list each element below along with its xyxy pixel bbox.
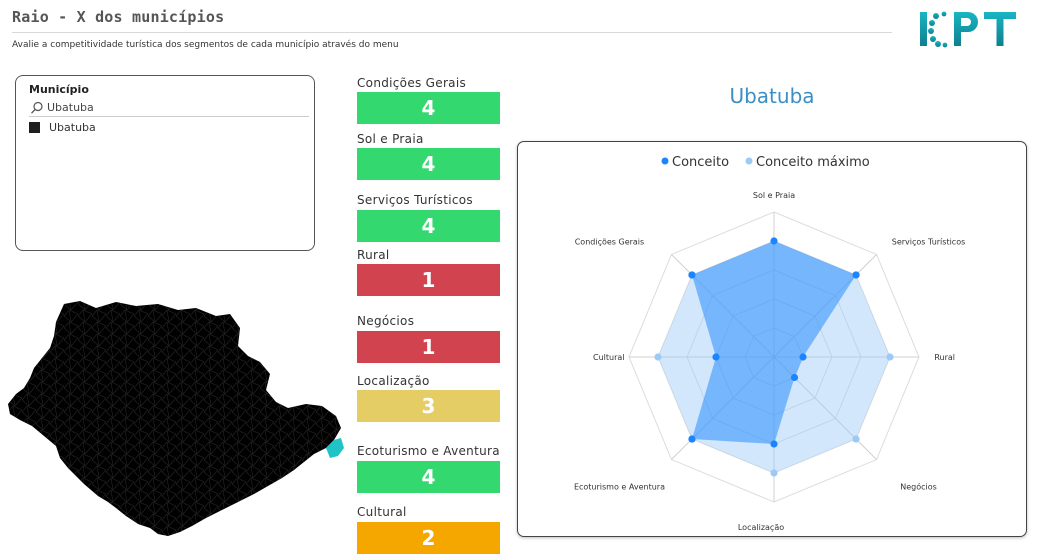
card-value-localizacao[interactable]: 3 xyxy=(357,390,500,422)
radar-axis-label: Serviços Turísticos xyxy=(892,237,966,246)
state-map[interactable] xyxy=(8,298,348,538)
card-label-servicos-turisticos: Serviços Turísticos xyxy=(357,193,473,207)
card-label-sol-e-praia: Sol e Praia xyxy=(357,132,424,146)
slicer-title: Município xyxy=(29,83,89,96)
municipality-title: Ubatuba xyxy=(729,84,815,108)
checkbox-checked-icon[interactable] xyxy=(29,122,40,133)
legend-marker-conceito xyxy=(661,157,669,165)
ubatuba-highlight[interactable] xyxy=(326,438,344,458)
radar-axis-label: Sol e Praia xyxy=(753,191,795,200)
card-label-condicoes-gerais: Condições Gerais xyxy=(357,76,467,90)
radar-point-conceito-maximo[interactable] xyxy=(886,353,894,361)
legend-marker-conceito-maximo xyxy=(745,157,753,165)
radar-point-conceito-maximo[interactable] xyxy=(770,469,778,477)
radar-axis-label: Localização xyxy=(738,523,784,532)
radar-axis-label: Condições Gerais xyxy=(575,237,644,246)
title-divider xyxy=(12,32,892,33)
card-label-negocios: Negócios xyxy=(357,314,415,328)
card-label-ecoturismo-e-aventura: Ecoturismo e Aventura xyxy=(357,444,500,458)
radar-point-conceito-maximo[interactable] xyxy=(852,435,860,443)
card-label-rural: Rural xyxy=(357,248,390,262)
page-title: Raio - X dos municípios xyxy=(12,8,225,26)
radar-point-conceito-maximo[interactable] xyxy=(654,353,662,361)
radar-axis-label: Rural xyxy=(934,353,955,362)
slicer-search-value: Ubatuba xyxy=(47,101,94,114)
card-value-cultural[interactable]: 2 xyxy=(357,522,500,554)
slicer-search-input[interactable]: Ubatuba xyxy=(29,100,309,117)
radar-area-conceito xyxy=(691,241,857,444)
card-value-rural[interactable]: 1 xyxy=(357,264,500,296)
radar-point-conceito[interactable] xyxy=(799,353,807,361)
radar-point-conceito[interactable] xyxy=(688,435,696,443)
slicer-item-label: Ubatuba xyxy=(49,121,96,134)
radar-axis-label: Negócios xyxy=(900,482,937,492)
legend-label-conceito[interactable]: Conceito xyxy=(672,155,729,170)
card-value-negocios[interactable]: 1 xyxy=(357,331,500,363)
card-value-ecoturismo-e-aventura[interactable]: 4 xyxy=(357,461,500,493)
card-value-sol-e-praia[interactable]: 4 xyxy=(357,148,500,180)
card-value-servicos-turisticos[interactable]: 4 xyxy=(357,210,500,242)
card-label-localizacao: Localização xyxy=(357,374,430,388)
radar-axis-label: Ecoturismo e Aventura xyxy=(574,483,665,492)
radar-point-conceito[interactable] xyxy=(852,271,860,279)
legend-label-conceito-maximo[interactable]: Conceito máximo xyxy=(756,155,870,170)
radar-point-conceito[interactable] xyxy=(688,271,696,279)
radar-point-conceito[interactable] xyxy=(712,353,720,361)
radar-point-conceito[interactable] xyxy=(790,373,799,382)
radar-chart[interactable]: Sol e Praia Serviços Turísticos Rural Negóc… xyxy=(517,141,1027,537)
icpt-logo xyxy=(920,11,1016,48)
radar-axis-label: Cultural xyxy=(593,353,625,362)
search-icon xyxy=(31,101,43,114)
card-label-cultural: Cultural xyxy=(357,505,407,519)
municipio-slicer: Município Ubatuba Ubatuba xyxy=(15,75,315,251)
radar-point-conceito[interactable] xyxy=(770,237,778,245)
radar-point-conceito[interactable] xyxy=(770,440,778,448)
page-subtitle: Avalie a competitividade turística dos s… xyxy=(12,40,399,50)
card-value-condicoes-gerais[interactable]: 4 xyxy=(357,92,500,124)
